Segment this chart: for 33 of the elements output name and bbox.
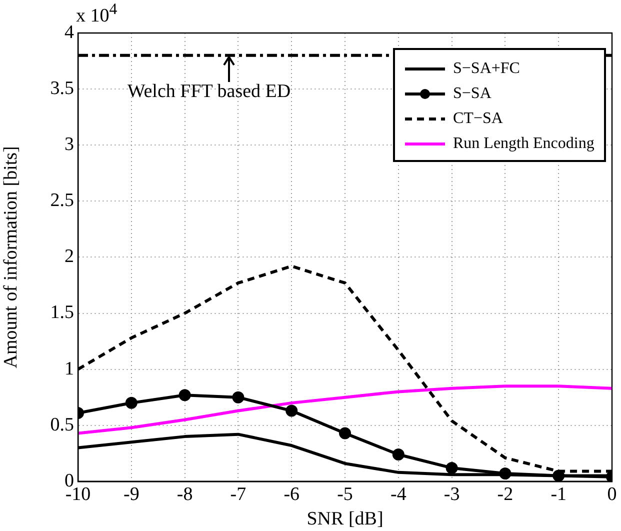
x-tick-label: -6 [284, 484, 300, 505]
point [339, 427, 351, 440]
y-tick-label: 3 [64, 134, 74, 156]
x-tick-label: -9 [123, 484, 140, 505]
legend-label: S−SA [453, 84, 492, 102]
y-tick-label: 4 [64, 22, 74, 43]
y-tick-label: 2 [64, 246, 74, 268]
legend-label: Run Length Encoding [453, 134, 594, 152]
y-tick-label: 3.5 [50, 78, 74, 100]
x-tick-label: 0 [607, 484, 617, 505]
point [125, 396, 138, 409]
x-tick-label: -5 [337, 484, 353, 505]
y-tick-label: 2.5 [50, 190, 74, 212]
legend-label: S−SA+FC [453, 60, 520, 78]
x-tick-label: -4 [390, 484, 407, 505]
text: x 10$^{4}$ [76, 1, 118, 28]
y-tick-label: 1 [64, 358, 74, 380]
legend-label: CT−SA [453, 110, 503, 128]
y-axis-title: Amount of information [bits] [0, 146, 22, 368]
point [446, 462, 458, 474]
x-tick-label: -3 [444, 484, 460, 505]
x-tick-label: -1 [550, 484, 567, 505]
point [178, 389, 191, 402]
x-tick-label: -2 [497, 484, 514, 505]
ref-line-label: Welch FFT based ED [127, 81, 291, 104]
y-tick-label: 1.5 [50, 302, 74, 324]
x-tick-label: -8 [176, 484, 193, 505]
x-axis-title: SNR [dB] [306, 508, 384, 530]
point [392, 448, 404, 460]
x-tick-label: -7 [230, 484, 246, 505]
point [232, 391, 244, 404]
point [286, 404, 298, 417]
y-tick-label: 0.5 [50, 414, 74, 436]
